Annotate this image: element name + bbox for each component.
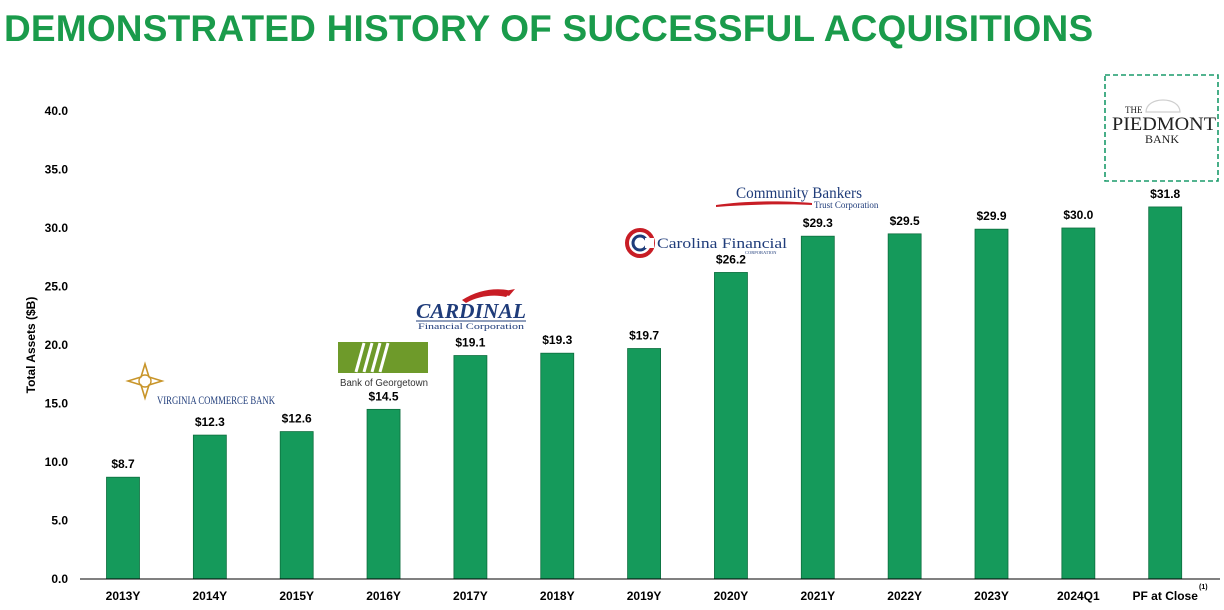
bar xyxy=(627,348,661,580)
cardinal-logo: CARDINAL Financial Corporation xyxy=(416,289,526,331)
x-tick-label: 2021Y xyxy=(800,589,835,603)
y-axis-title: Total Assets ($B) xyxy=(24,297,38,394)
bar xyxy=(800,235,835,580)
data-label: $19.3 xyxy=(542,333,572,347)
piedmont-line1: THE xyxy=(1125,105,1143,115)
community-bankers-name: Community Bankers xyxy=(736,185,862,202)
y-tick-label: 0.0 xyxy=(51,572,68,586)
bar xyxy=(714,272,748,580)
y-tick-label: 20.0 xyxy=(45,338,69,352)
x-tick-label: 2020Y xyxy=(714,589,749,603)
data-label: $12.6 xyxy=(282,412,312,426)
x-tick-label: 2024Q1 xyxy=(1057,589,1100,603)
data-labels: $8.7 $12.3 $12.6 $14.5 $19.1 $19.3 $19.7 $26.2 $… xyxy=(111,187,1180,471)
piedmont-line3: BANK xyxy=(1145,132,1179,146)
cardinal-bird-icon xyxy=(462,289,515,303)
y-tick-label: 15.0 xyxy=(45,397,69,411)
x-tick-label: 2022Y xyxy=(887,589,922,603)
data-label: $19.1 xyxy=(455,336,485,350)
x-tick-label: 2015Y xyxy=(279,589,314,603)
virginia-commerce-bank-logo: VIRGINIA COMMERCE BANK xyxy=(125,361,275,407)
data-label: $19.7 xyxy=(629,329,659,343)
x-tick-label: 2013Y xyxy=(106,589,141,603)
bar xyxy=(974,228,1009,580)
y-tick-label: 35.0 xyxy=(45,163,69,177)
bar xyxy=(279,431,314,580)
virginia-commerce-bank-name: VIRGINIA COMMERCE BANK xyxy=(157,393,275,407)
compass-star-icon xyxy=(125,361,165,401)
x-tick-label: 2019Y xyxy=(627,589,662,603)
page-title: DEMONSTRATED HISTORY OF SUCCESSFUL ACQUI… xyxy=(4,8,1094,49)
data-label: $29.5 xyxy=(890,214,920,228)
bar xyxy=(1061,227,1096,580)
data-label: $14.5 xyxy=(369,389,399,403)
data-label: $12.3 xyxy=(195,415,225,429)
community-bankers-trust-logo: Community Bankers Trust Corporation xyxy=(716,185,879,210)
bar xyxy=(540,352,575,580)
data-label: $29.9 xyxy=(976,209,1006,223)
bar xyxy=(106,476,140,580)
data-label: $8.7 xyxy=(111,457,135,471)
c-ring-icon xyxy=(625,228,655,258)
x-tick-label: PF at Close xyxy=(1133,589,1199,603)
piedmont-line2: PIEDMONT xyxy=(1112,114,1216,135)
bar xyxy=(453,355,488,580)
cardinal-subname: Financial Corporation xyxy=(418,322,524,331)
y-tick-label: 25.0 xyxy=(45,280,69,294)
piedmont-bank-logo: THE PIEDMONT BANK xyxy=(1104,74,1219,182)
x-tick-label: 2016Y xyxy=(366,589,401,603)
x-tick-label: 2017Y xyxy=(453,589,488,603)
bar xyxy=(192,434,227,580)
data-label: $31.8 xyxy=(1150,187,1180,201)
y-tick-label: 40.0 xyxy=(45,104,69,118)
bars xyxy=(106,206,1183,580)
bar xyxy=(887,233,922,580)
bank-of-georgetown-name: Bank of Georgetown xyxy=(340,378,428,389)
bank-of-georgetown-logo: Bank of Georgetown xyxy=(338,342,428,389)
data-label: $30.0 xyxy=(1063,208,1093,222)
y-tick-label: 5.0 xyxy=(51,514,68,528)
x-tick-label: 2014Y xyxy=(192,589,227,603)
y-tick-label: 30.0 xyxy=(45,221,69,235)
bar xyxy=(366,408,401,580)
dome-icon xyxy=(1145,99,1181,113)
footnote-marker: (1) xyxy=(1199,584,1208,591)
community-bankers-subname: Trust Corporation xyxy=(814,200,879,210)
stripes-icon xyxy=(354,342,390,373)
y-axis-ticks: 0.0 5.0 10.0 15.0 20.0 25.0 30.0 35.0 40.0 xyxy=(45,104,69,586)
data-label: $26.2 xyxy=(716,252,746,266)
carolina-financial-logo: Carolina Financial CORPORATION xyxy=(625,228,787,258)
y-tick-label: 10.0 xyxy=(45,455,69,469)
x-tick-label: 2018Y xyxy=(540,589,575,603)
data-label: $29.3 xyxy=(803,216,833,230)
swoosh-icon xyxy=(716,201,812,207)
x-tick-label: 2023Y xyxy=(974,589,1009,603)
x-axis-labels: 2013Y 2014Y 2015Y 2016Y 2017Y 2018Y 2019Y 2020Y… xyxy=(106,589,1199,603)
carolina-financial-name: Carolina Financial xyxy=(657,236,787,252)
cardinal-name: CARDINAL xyxy=(416,299,526,323)
bar xyxy=(1148,206,1183,580)
carolina-financial-subname: CORPORATION xyxy=(745,250,777,255)
